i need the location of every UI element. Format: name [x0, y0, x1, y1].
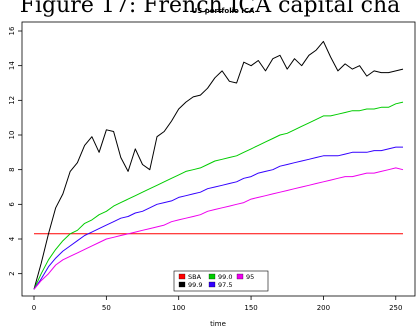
series-line-99-9	[33, 40, 404, 290]
x-tick-label: 50	[102, 304, 111, 312]
legend-label: 99.9	[188, 281, 202, 289]
y-tick-label: 10	[8, 131, 16, 140]
x-tick-label: 150	[244, 304, 257, 312]
plot-frame	[21, 21, 416, 297]
legend-swatch	[178, 281, 186, 288]
series-line-97-5	[33, 146, 403, 290]
legend-label: 99.0	[218, 273, 232, 281]
y-tick-label: 12	[8, 96, 16, 105]
x-tick-label: 250	[389, 304, 402, 312]
x-tick-label: 100	[172, 304, 185, 312]
legend-label: 97.5	[218, 281, 232, 289]
legend-item: 99.0	[208, 273, 232, 281]
x-axis-label: time	[210, 320, 226, 328]
y-tick-label: 2	[8, 271, 16, 275]
x-axis: 0 50 100 150 200 250	[32, 296, 402, 312]
chart-title: US portfolio ICA	[192, 7, 255, 15]
y-tick-label: 6	[8, 202, 16, 207]
legend-swatch	[208, 273, 216, 280]
x-tick-label: 200	[317, 304, 330, 312]
series-line-99-0	[33, 101, 404, 290]
series-layer	[33, 40, 404, 290]
legend: SBA 99.0 95 99.9 97.5	[173, 270, 269, 292]
legend-item: 95	[236, 273, 254, 281]
y-tick-label: 16	[8, 26, 16, 35]
legend-item: 99.9	[178, 281, 202, 289]
series-line-95	[33, 167, 404, 290]
legend-item: SBA	[178, 273, 202, 281]
legend-box	[173, 270, 269, 292]
y-tick-label: 4	[8, 236, 16, 241]
x-tick-label: 0	[32, 304, 36, 312]
legend-item: 97.5	[208, 281, 232, 289]
figure-caption: Figure 17: French ICA capital cha	[19, 0, 401, 18]
legend-swatch	[178, 273, 186, 280]
legend-label: 95	[246, 273, 254, 281]
y-axis: 2 4 6 8 10 12 14 16	[8, 26, 22, 276]
legend-swatch	[236, 273, 244, 280]
legend-swatch	[208, 281, 216, 288]
legend-label: SBA	[188, 273, 202, 281]
y-tick-label: 14	[8, 61, 16, 70]
y-tick-label: 8	[8, 167, 16, 171]
